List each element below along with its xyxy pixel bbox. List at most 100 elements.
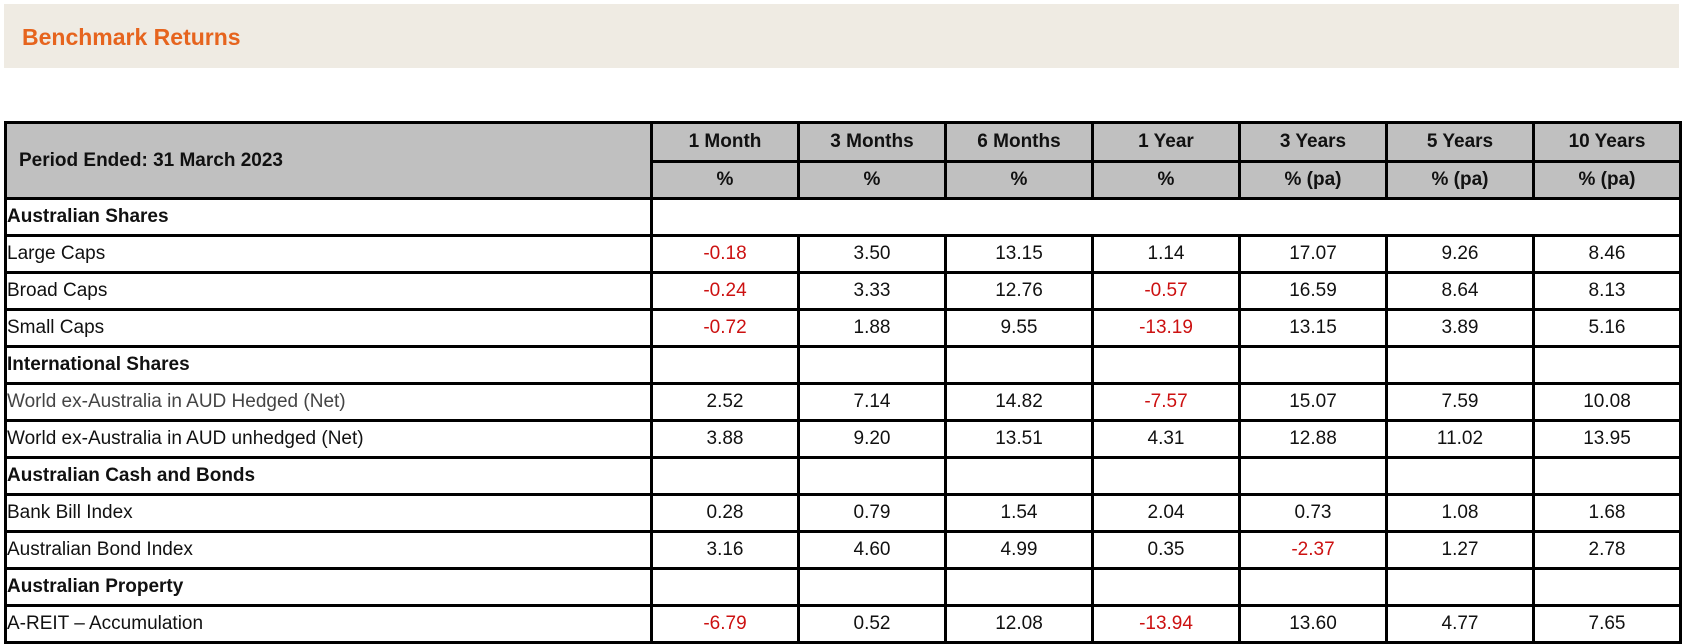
value-cell: 17.07: [1238, 234, 1388, 274]
section-blank-cell: [1238, 567, 1388, 607]
value-cell: 2.78: [1532, 530, 1682, 570]
section-blank-cell: [1091, 567, 1241, 607]
section-blank-cell: [1238, 456, 1388, 496]
value-cell: 16.59: [1238, 271, 1388, 311]
value-cell: 5.16: [1532, 308, 1682, 348]
table-row: World ex-Australia in AUD unhedged (Net)…: [4, 419, 1682, 459]
row-label: World ex-Australia in AUD unhedged (Net): [4, 419, 653, 459]
table-row: Broad Caps -0.24 3.33 12.76 -0.57 16.59 …: [4, 271, 1682, 311]
value-cell: 4.60: [797, 530, 947, 570]
section-blank-cell: [944, 567, 1094, 607]
value-cell: 7.65: [1532, 604, 1682, 644]
column-unit: %: [1091, 160, 1241, 200]
value-cell: 9.20: [797, 419, 947, 459]
column-unit: % (pa): [1532, 160, 1682, 200]
section-blank-cell: [1532, 456, 1682, 496]
section-blank-cell: [944, 456, 1094, 496]
value-cell: 3.33: [797, 271, 947, 311]
row-label: Australian Bond Index: [4, 530, 653, 570]
value-cell: -2.37: [1238, 530, 1388, 570]
section-row: Australian Property: [4, 567, 1682, 607]
value-cell: 11.02: [1385, 419, 1535, 459]
section-blank-cell: [1091, 345, 1241, 385]
row-label: A-REIT – Accumulation: [4, 604, 653, 644]
section-blank-cell: [650, 567, 800, 607]
section-blank-cell: [1385, 456, 1535, 496]
section-blank-cell: [1385, 345, 1535, 385]
value-cell: 1.08: [1385, 493, 1535, 533]
value-cell: -13.19: [1091, 308, 1241, 348]
value-cell: 9.55: [944, 308, 1094, 348]
value-cell: 7.14: [797, 382, 947, 422]
column-unit: % (pa): [1385, 160, 1535, 200]
section-blank-cell: [1532, 345, 1682, 385]
table-row: A-REIT – Accumulation -6.79 0.52 12.08 -…: [4, 604, 1682, 644]
value-cell: 12.88: [1238, 419, 1388, 459]
value-cell: -7.57: [1091, 382, 1241, 422]
section-blank-cell: [1385, 567, 1535, 607]
table-row: Large Caps -0.18 3.50 13.15 1.14 17.07 9…: [4, 234, 1682, 274]
value-cell: -0.72: [650, 308, 800, 348]
value-cell: 4.77: [1385, 604, 1535, 644]
section-label: International Shares: [4, 345, 653, 385]
value-cell: 13.95: [1532, 419, 1682, 459]
section-blank-cell: [650, 345, 800, 385]
section-blank-cell: [797, 567, 947, 607]
value-cell: -0.57: [1091, 271, 1241, 311]
column-unit: % (pa): [1238, 160, 1388, 200]
section-blank-cell: [797, 345, 947, 385]
column-header: 1 Month: [650, 121, 800, 163]
column-header: 5 Years: [1385, 121, 1535, 163]
value-cell: 12.08: [944, 604, 1094, 644]
column-header: 10 Years: [1532, 121, 1682, 163]
section-blank-cell: [650, 456, 800, 496]
period-ended-label: Period Ended: 31 March 2023: [4, 121, 653, 200]
value-cell: -0.24: [650, 271, 800, 311]
value-cell: 4.31: [1091, 419, 1241, 459]
value-cell: 0.73: [1238, 493, 1388, 533]
page-title: Benchmark Returns: [22, 24, 241, 50]
section-label: Australian Cash and Bonds: [4, 456, 653, 496]
row-label: Broad Caps: [4, 271, 653, 311]
value-cell: 1.27: [1385, 530, 1535, 570]
column-unit: %: [797, 160, 947, 200]
value-cell: -13.94: [1091, 604, 1241, 644]
value-cell: 3.89: [1385, 308, 1535, 348]
value-cell: 15.07: [1238, 382, 1388, 422]
value-cell: 0.35: [1091, 530, 1241, 570]
section-blank-cell: [944, 345, 1094, 385]
section-label: Australian Property: [4, 567, 653, 607]
benchmark-returns-table: Period Ended: 31 March 2023 1 Month 3 Mo…: [4, 121, 1682, 644]
section-row: Australian Cash and Bonds: [4, 456, 1682, 496]
table-row: World ex-Australia in AUD Hedged (Net) 2…: [4, 382, 1682, 422]
section-blank-cell: [1238, 345, 1388, 385]
value-cell: 13.15: [1238, 308, 1388, 348]
title-banner: Benchmark Returns: [4, 4, 1679, 68]
value-cell: 1.54: [944, 493, 1094, 533]
section-row: Australian Shares: [4, 197, 1682, 237]
value-cell: 14.82: [944, 382, 1094, 422]
section-blank-cell: [650, 197, 1682, 237]
section-blank-cell: [797, 456, 947, 496]
value-cell: 10.08: [1532, 382, 1682, 422]
value-cell: 3.16: [650, 530, 800, 570]
value-cell: 1.88: [797, 308, 947, 348]
section-label: Australian Shares: [4, 197, 653, 237]
value-cell: 0.79: [797, 493, 947, 533]
value-cell: 13.15: [944, 234, 1094, 274]
table-row: Bank Bill Index 0.28 0.79 1.54 2.04 0.73…: [4, 493, 1682, 533]
value-cell: 13.51: [944, 419, 1094, 459]
column-header: 3 Months: [797, 121, 947, 163]
column-header: 6 Months: [944, 121, 1094, 163]
row-label: Small Caps: [4, 308, 653, 348]
value-cell: 3.50: [797, 234, 947, 274]
section-blank-cell: [1091, 456, 1241, 496]
value-cell: 9.26: [1385, 234, 1535, 274]
value-cell: 8.64: [1385, 271, 1535, 311]
value-cell: 7.59: [1385, 382, 1535, 422]
header-row-periods: Period Ended: 31 March 2023 1 Month 3 Mo…: [4, 121, 1682, 200]
value-cell: 13.60: [1238, 604, 1388, 644]
section-row: International Shares: [4, 345, 1682, 385]
column-unit: %: [944, 160, 1094, 200]
value-cell: 2.04: [1091, 493, 1241, 533]
